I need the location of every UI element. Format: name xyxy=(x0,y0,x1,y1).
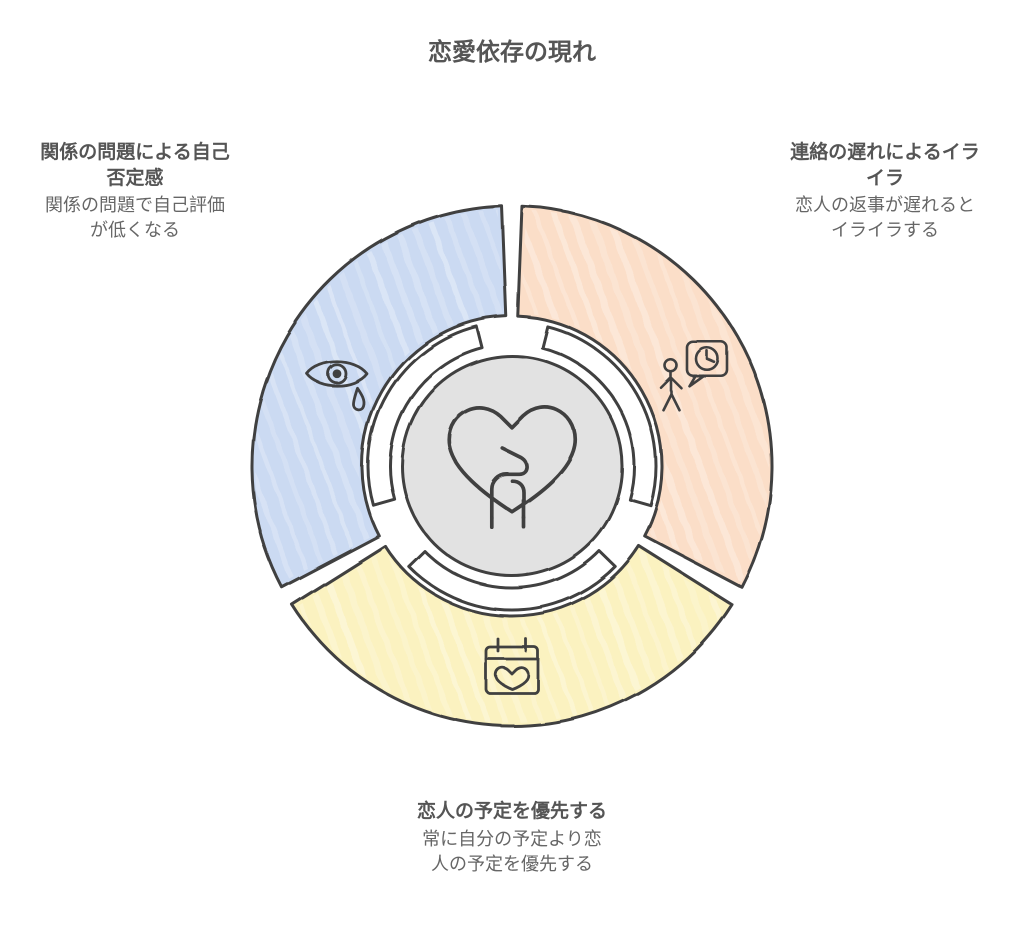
label-title: 関係の問題による自己否定感 xyxy=(40,140,230,191)
segment-label-top-right: 連絡の遅れによるイライラ 恋人の返事が遅れるとイライラする xyxy=(790,140,980,244)
label-title: 恋人の予定を優先する xyxy=(417,799,607,825)
label-title: 連絡の遅れによるイライラ xyxy=(790,140,980,191)
label-desc: 常に自分の予定より恋人の予定を優先する xyxy=(417,827,607,877)
diagram-svg xyxy=(242,196,782,736)
radial-diagram xyxy=(242,196,782,736)
label-desc: 関係の問題で自己評価が低くなる xyxy=(40,193,230,243)
segment-label-bottom: 恋人の予定を優先する 常に自分の予定より恋人の予定を優先する xyxy=(417,799,607,877)
center-circle xyxy=(402,356,622,576)
label-desc: 恋人の返事が遅れるとイライラする xyxy=(790,193,980,243)
segment-label-top-left: 関係の問題による自己否定感 関係の問題で自己評価が低くなる xyxy=(40,140,230,244)
page-title: 恋愛依存の現れ xyxy=(0,0,1024,67)
